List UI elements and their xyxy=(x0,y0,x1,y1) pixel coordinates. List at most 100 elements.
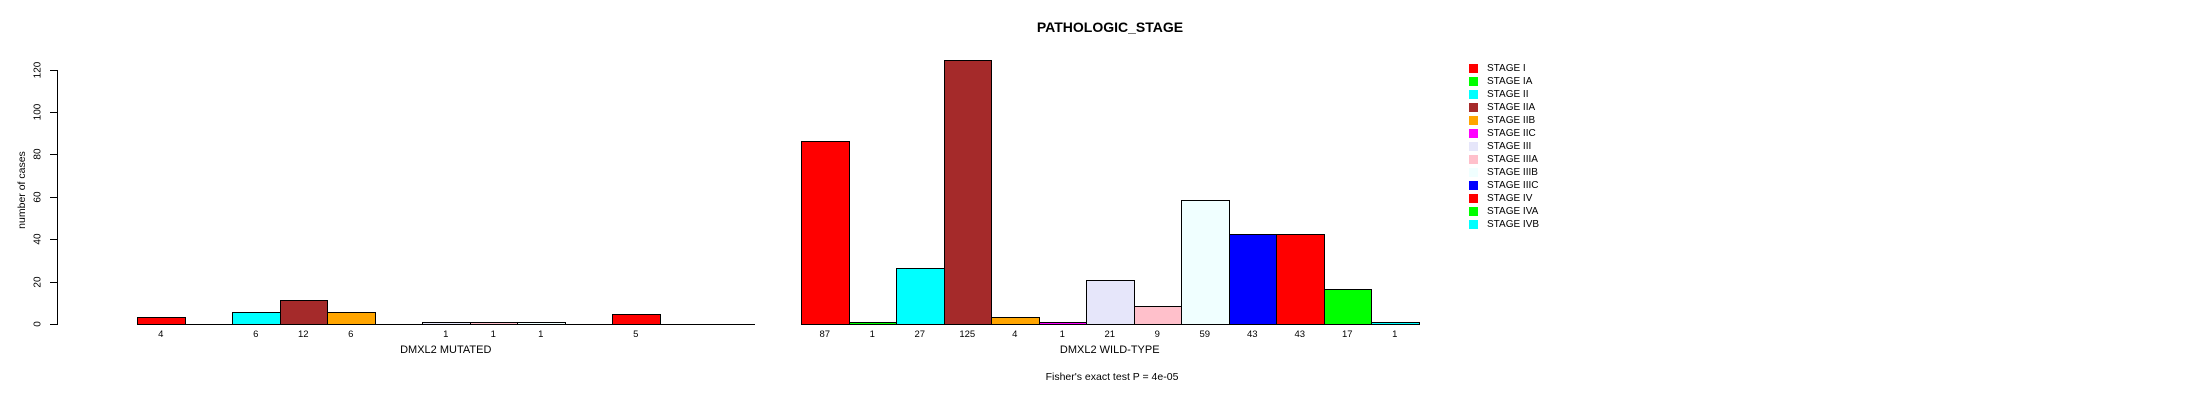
bar-stage-iv xyxy=(1276,234,1325,325)
legend-item: STAGE IIIB xyxy=(1469,166,1538,179)
legend-label: STAGE IV xyxy=(1487,193,1533,204)
bar-stage-ia xyxy=(848,322,897,325)
legend-label: STAGE III xyxy=(1487,141,1532,152)
legend-swatch xyxy=(1469,64,1478,73)
legend-item: STAGE IIA xyxy=(1469,101,1535,114)
legend-label: STAGE IIB xyxy=(1487,115,1536,126)
bar-stage-iib xyxy=(991,317,1040,325)
y-axis-tick xyxy=(50,324,57,325)
legend-label: STAGE IVB xyxy=(1487,219,1540,230)
legend-label: STAGE IIIB xyxy=(1487,167,1538,178)
legend-swatch xyxy=(1469,116,1478,125)
legend-item: STAGE IIIC xyxy=(1469,179,1539,192)
legend-swatch xyxy=(1469,194,1478,203)
legend-label: STAGE IIIC xyxy=(1487,180,1539,191)
bar-count-label: 1 xyxy=(443,329,449,340)
bar-count-label: 12 xyxy=(297,329,309,340)
group-label: DMXL2 MUTATED xyxy=(400,344,492,356)
legend-item: STAGE I xyxy=(1469,62,1526,75)
bar-stage-iiib xyxy=(517,322,566,325)
bar-count-label: 1 xyxy=(869,329,875,340)
legend-swatch xyxy=(1469,77,1478,86)
fisher-test-annotation: Fisher's exact test P = 4e-05 xyxy=(1045,371,1179,383)
legend-swatch xyxy=(1469,207,1478,216)
bar-stage-iiia xyxy=(1133,306,1182,325)
y-axis-tick xyxy=(50,69,57,71)
legend-label: STAGE IIIA xyxy=(1487,154,1538,165)
bar-count-label: 87 xyxy=(819,329,831,340)
bar-count-label: 1 xyxy=(1392,329,1398,340)
legend-item: STAGE IV xyxy=(1469,192,1532,205)
bar-stage-iva xyxy=(1323,289,1372,325)
chart-title: PATHOLOGIC_STAGE xyxy=(1036,19,1184,35)
legend-swatch xyxy=(1469,168,1478,177)
legend-item: STAGE IIIA xyxy=(1469,153,1538,166)
legend-item: STAGE III xyxy=(1469,140,1531,153)
y-axis-tick xyxy=(50,196,57,198)
legend-label: STAGE IIA xyxy=(1487,102,1536,113)
legend-item: STAGE IIB xyxy=(1469,114,1535,127)
y-axis-tick xyxy=(50,112,57,113)
legend-label: STAGE II xyxy=(1487,89,1529,100)
legend-item: STAGE IVA xyxy=(1469,205,1538,218)
y-tick-label: 120 xyxy=(32,61,44,78)
y-tick-label: 0 xyxy=(32,321,44,327)
bar-count-label: 43 xyxy=(1294,329,1306,340)
bar-stage-ii xyxy=(232,312,281,325)
bar-stage-iib xyxy=(327,312,376,325)
legend-swatch xyxy=(1469,90,1478,99)
legend-item: STAGE IVB xyxy=(1469,218,1539,231)
bar-stage-ii xyxy=(896,268,945,325)
bar-count-label: 27 xyxy=(914,329,926,340)
legend-label: STAGE I xyxy=(1487,63,1526,74)
bar-count-label: 6 xyxy=(253,329,259,340)
group-label: DMXL2 WILD-TYPE xyxy=(1059,344,1160,356)
bar-stage-iii xyxy=(422,322,471,325)
y-tick-label: 60 xyxy=(32,191,44,203)
bar-stage-i xyxy=(801,141,850,325)
bar-stage-iiia xyxy=(469,322,518,325)
bar-stage-iiic xyxy=(1228,234,1277,325)
bar-count-label: 5 xyxy=(633,329,639,340)
bar-stage-iiib xyxy=(1181,200,1230,325)
bar-count-label: 21 xyxy=(1104,329,1116,340)
y-axis-tick xyxy=(50,281,57,283)
bar-count-label: 125 xyxy=(959,329,976,340)
bar-count-label: 1 xyxy=(538,329,544,340)
bar-count-label: 4 xyxy=(158,329,164,340)
bar-stage-iic xyxy=(1038,322,1087,325)
legend-swatch xyxy=(1469,220,1478,229)
y-tick-label: 20 xyxy=(32,276,44,288)
bar-stage-iv xyxy=(612,314,661,325)
bar-count-label: 6 xyxy=(348,329,354,340)
legend-label: STAGE IA xyxy=(1487,76,1533,87)
bar-count-label: 9 xyxy=(1154,329,1160,340)
bar-stage-iii xyxy=(1086,280,1135,325)
bar-stage-ivb xyxy=(1371,322,1420,325)
bar-stage-iia xyxy=(279,300,328,325)
y-axis-title: number of cases xyxy=(16,151,28,229)
legend-item: STAGE IA xyxy=(1469,75,1532,88)
legend-item: STAGE II xyxy=(1469,88,1529,101)
bar-count-label: 17 xyxy=(1341,329,1353,340)
legend-item: STAGE IIC xyxy=(1469,127,1536,140)
legend-swatch xyxy=(1469,129,1478,138)
legend-swatch xyxy=(1469,155,1478,164)
bar-count-label: 4 xyxy=(1012,329,1018,340)
bar-count-label: 43 xyxy=(1246,329,1258,340)
bar-count-label: 1 xyxy=(490,329,496,340)
legend-label: STAGE IIC xyxy=(1487,128,1536,139)
bar-count-label: 59 xyxy=(1199,329,1211,340)
y-axis-line xyxy=(57,70,58,325)
y-tick-label: 100 xyxy=(32,103,44,121)
legend-label: STAGE IVA xyxy=(1487,206,1539,217)
y-tick-label: 40 xyxy=(32,233,44,245)
y-axis-tick xyxy=(50,239,57,241)
legend-swatch xyxy=(1469,181,1478,190)
bar-stage-i xyxy=(137,317,186,325)
y-axis-tick xyxy=(50,154,57,156)
y-tick-label: 80 xyxy=(32,148,44,160)
legend-swatch xyxy=(1469,142,1478,151)
bar-stage-iia xyxy=(943,60,992,325)
